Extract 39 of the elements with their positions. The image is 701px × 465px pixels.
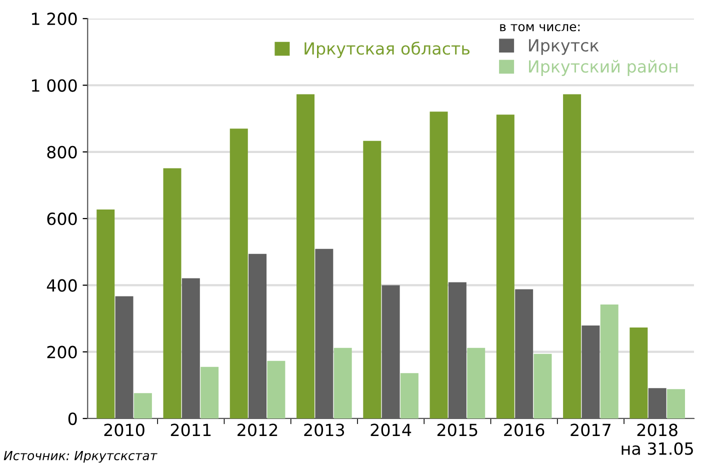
- bar: [230, 128, 248, 418]
- y-tick-label: 1 200: [32, 12, 77, 26]
- bar: [134, 393, 152, 418]
- x-tick-label: 2014: [370, 424, 412, 436]
- y-tick-label: 200: [47, 346, 77, 358]
- bar: [96, 210, 115, 418]
- bar: [296, 94, 315, 418]
- bar: [563, 94, 582, 418]
- bar: [496, 114, 514, 418]
- bar: [334, 348, 352, 418]
- legend-label: Иркутск: [529, 39, 599, 55]
- bar: [430, 112, 448, 418]
- bar: [163, 168, 182, 418]
- bar: [600, 304, 618, 418]
- x-tick-label: 2013: [304, 424, 344, 436]
- x-tick-label: 2011: [170, 424, 211, 436]
- y-tick-label: 800: [47, 146, 77, 158]
- x-tick-label: 2015: [437, 424, 478, 436]
- bar: [534, 354, 552, 418]
- x-tick-label: 2017: [570, 424, 610, 436]
- bar: [630, 328, 648, 418]
- y-tick-label: 600: [47, 212, 77, 226]
- bar: [400, 373, 418, 418]
- bar: [667, 389, 685, 418]
- x-tick-label: 2018 на 31.05: [622, 424, 693, 455]
- bar: [267, 360, 286, 418]
- y-tick-label: 1 000: [32, 79, 77, 92]
- legend-label: Иркутский район: [529, 60, 678, 76]
- bar: [200, 366, 219, 418]
- x-tick-label: 2012: [238, 424, 278, 436]
- legend-label: Иркутская область: [304, 42, 470, 58]
- x-tick-label: 2010: [104, 424, 144, 436]
- text: Источник: Иркутскстат: [4, 450, 158, 463]
- x-tick-label: 2016: [504, 424, 544, 436]
- bar: [363, 140, 382, 418]
- legend-title: в том числе:: [500, 24, 580, 32]
- y-tick-label: 400: [46, 279, 77, 292]
- bar: [467, 348, 486, 418]
- y-tick-label: 0: [68, 412, 77, 426]
